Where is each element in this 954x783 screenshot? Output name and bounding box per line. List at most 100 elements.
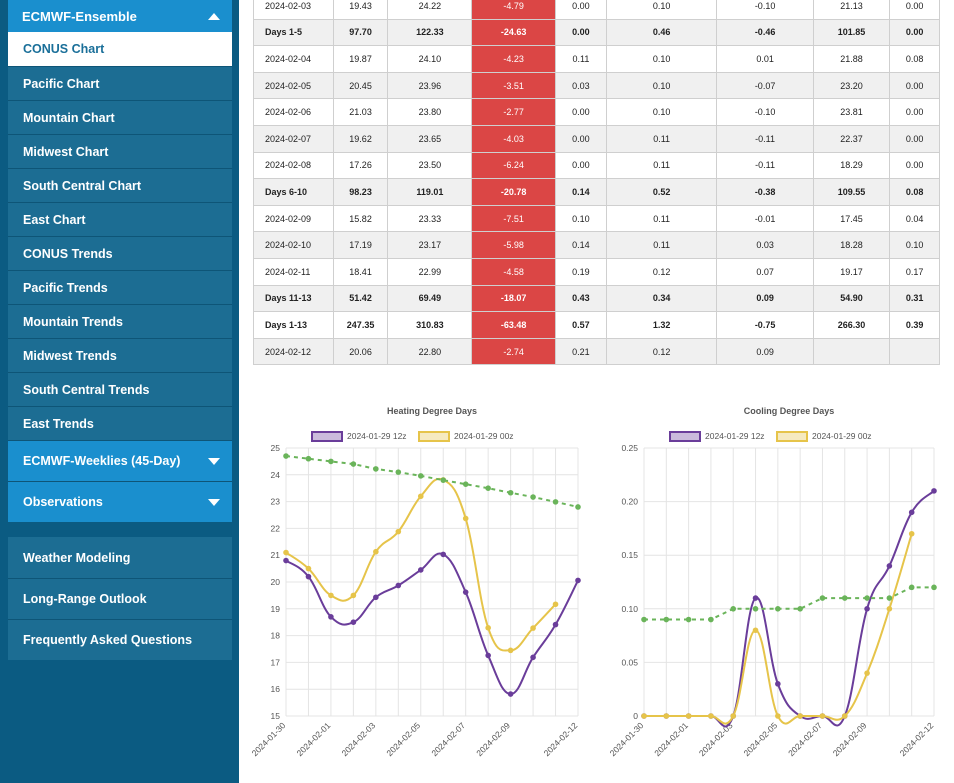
sidebar-item-2[interactable]: Mountain Chart <box>8 100 232 134</box>
ecmwf-ensemble-header[interactable]: ECMWF-Ensemble <box>8 0 232 32</box>
data-point <box>552 621 559 628</box>
table-cell: 2024-02-06 <box>253 98 334 126</box>
table-cell: Days 11-13 <box>253 284 334 313</box>
table-cell: 0.03 <box>716 231 814 259</box>
sidebar-item-6[interactable]: CONUS Trends <box>8 236 232 270</box>
table-cell: 0.00 <box>555 0 607 20</box>
observations-dropdown[interactable]: Observations <box>8 481 232 522</box>
table-cell: 0.19 <box>555 257 607 286</box>
data-point <box>908 509 915 516</box>
table-cell: 122.33 <box>387 18 473 47</box>
ecmwf-ensemble-group: ECMWF-Ensemble CONUS Chart Pacific Chart M… <box>8 0 232 522</box>
sidebar-item-7[interactable]: Pacific Trends <box>8 270 232 304</box>
x-tick-label: 2024-02-01 <box>295 720 333 758</box>
table-cell: 2024-02-04 <box>253 45 334 73</box>
sidebar-item-label: Mountain Trends <box>23 314 123 329</box>
x-tick-label: 2024-02-05 <box>741 720 779 758</box>
sidebar-item-label: South Central Trends <box>23 382 150 397</box>
table-cell: 0.57 <box>555 311 607 339</box>
legend-label: 2024-01-29 12z <box>347 431 407 441</box>
data-point <box>708 713 714 719</box>
data-point <box>685 713 692 719</box>
data-point <box>350 461 357 467</box>
sidebar-item-8[interactable]: Mountain Trends <box>8 304 232 338</box>
ecmwf-weeklies-dropdown[interactable]: ECMWF-Weeklies (45-Day) <box>8 440 232 481</box>
table-cell: -3.51 <box>471 71 557 100</box>
table-cell: -7.51 <box>471 204 557 233</box>
data-point <box>350 619 357 625</box>
table-cell: 101.85 <box>812 18 891 47</box>
table-cell: 0.00 <box>555 18 607 47</box>
table-cell: -4.79 <box>471 0 557 20</box>
data-point <box>730 713 737 719</box>
table-cell: 2024-02-09 <box>253 204 334 233</box>
data-point <box>530 625 536 631</box>
table-cell: -20.78 <box>471 178 557 206</box>
x-tick-label: 2024-01-30 <box>250 720 288 758</box>
table-row: Days 1-13 247.35 310.83 -63.48 0.57 1.32 -0.75… <box>253 311 940 339</box>
chart-title: Heating Degree Days <box>387 406 477 416</box>
table-cell: 17.26 <box>332 151 389 180</box>
faq-link[interactable]: Frequently Asked Questions <box>8 619 232 660</box>
sidebar-item-5[interactable]: East Chart <box>8 202 232 236</box>
data-point <box>485 485 491 491</box>
sidebar-item-10[interactable]: South Central Trends <box>8 372 232 406</box>
hdd-chart: Heating Degree Days 2024-01-29 12z 2024-01… <box>250 398 590 778</box>
chart-title: Cooling Degree Days <box>744 406 835 416</box>
sidebar-item-3[interactable]: Midwest Chart <box>8 134 232 168</box>
data-point <box>575 504 581 510</box>
table-cell: 22.37 <box>812 124 891 153</box>
long-range-outlook-link[interactable]: Long-Range Outlook <box>8 578 232 619</box>
sidebar-item-0[interactable]: CONUS Chart <box>8 32 232 66</box>
sidebar-item-1[interactable]: Pacific Chart <box>8 66 232 100</box>
legend-swatch <box>776 431 808 442</box>
table-cell: -0.46 <box>716 18 814 47</box>
data-point <box>886 595 893 601</box>
x-tick-label: 2024-02-12 <box>542 720 580 758</box>
table-row: 2024-02-08 17.26 23.50 -6.24 0.00 0.11 -0.11 18… <box>253 151 940 180</box>
x-tick-label: 2024-02-09 <box>474 720 512 758</box>
data-point <box>730 606 737 612</box>
table-cell: Days 1-5 <box>253 18 334 47</box>
table-cell: Days 1-13 <box>253 311 334 339</box>
sidebar-item-label: Pacific Chart <box>23 76 100 91</box>
table-cell: 2024-02-07 <box>253 124 334 153</box>
chevron-down-icon <box>208 498 220 506</box>
observations-label: Observations <box>23 495 103 509</box>
table-cell: 0.07 <box>716 257 814 286</box>
table-cell: 0.10 <box>605 0 718 20</box>
sidebar-item-4[interactable]: South Central Chart <box>8 168 232 202</box>
data-point <box>328 614 334 620</box>
sidebar-item-11[interactable]: East Trends <box>8 406 232 440</box>
table-cell: 19.87 <box>332 45 389 73</box>
data-point <box>417 473 424 479</box>
data-point <box>552 601 559 608</box>
table-cell: 0.10 <box>605 98 718 126</box>
weather-modeling-link[interactable]: Weather Modeling <box>8 537 232 578</box>
sidebar-item-label: Pacific Trends <box>23 280 108 295</box>
y-tick-label: 22 <box>271 523 281 533</box>
long-range-outlook-label: Long-Range Outlook <box>23 592 147 606</box>
data-point <box>641 616 647 623</box>
table-cell: 0.14 <box>555 231 607 259</box>
y-tick-label: 0 <box>633 711 638 721</box>
table-cell: 0.00 <box>889 151 940 180</box>
table-cell: -0.01 <box>716 204 814 233</box>
data-point <box>440 477 447 483</box>
data-point <box>708 616 714 623</box>
sidebar-item-9[interactable]: Midwest Trends <box>8 338 232 372</box>
table-cell: 0.00 <box>555 151 607 180</box>
table-cell: -4.58 <box>471 257 557 286</box>
weather-modeling-label: Weather Modeling <box>23 550 131 565</box>
sidebar-item-label: East Trends <box>23 416 94 431</box>
table-row: 2024-02-05 20.45 23.96 -3.51 0.03 0.10 -0.07 23… <box>253 71 940 100</box>
table-cell: 0.10 <box>605 45 718 73</box>
table-cell: -0.10 <box>716 0 814 20</box>
y-tick-label: 23 <box>271 497 281 507</box>
table-cell: 0.34 <box>605 284 718 313</box>
data-point <box>328 592 334 599</box>
chevron-up-icon <box>208 12 220 20</box>
table-cell: 51.42 <box>332 284 389 313</box>
table-cell: 69.49 <box>387 284 473 313</box>
table-cell: -2.74 <box>471 337 557 366</box>
